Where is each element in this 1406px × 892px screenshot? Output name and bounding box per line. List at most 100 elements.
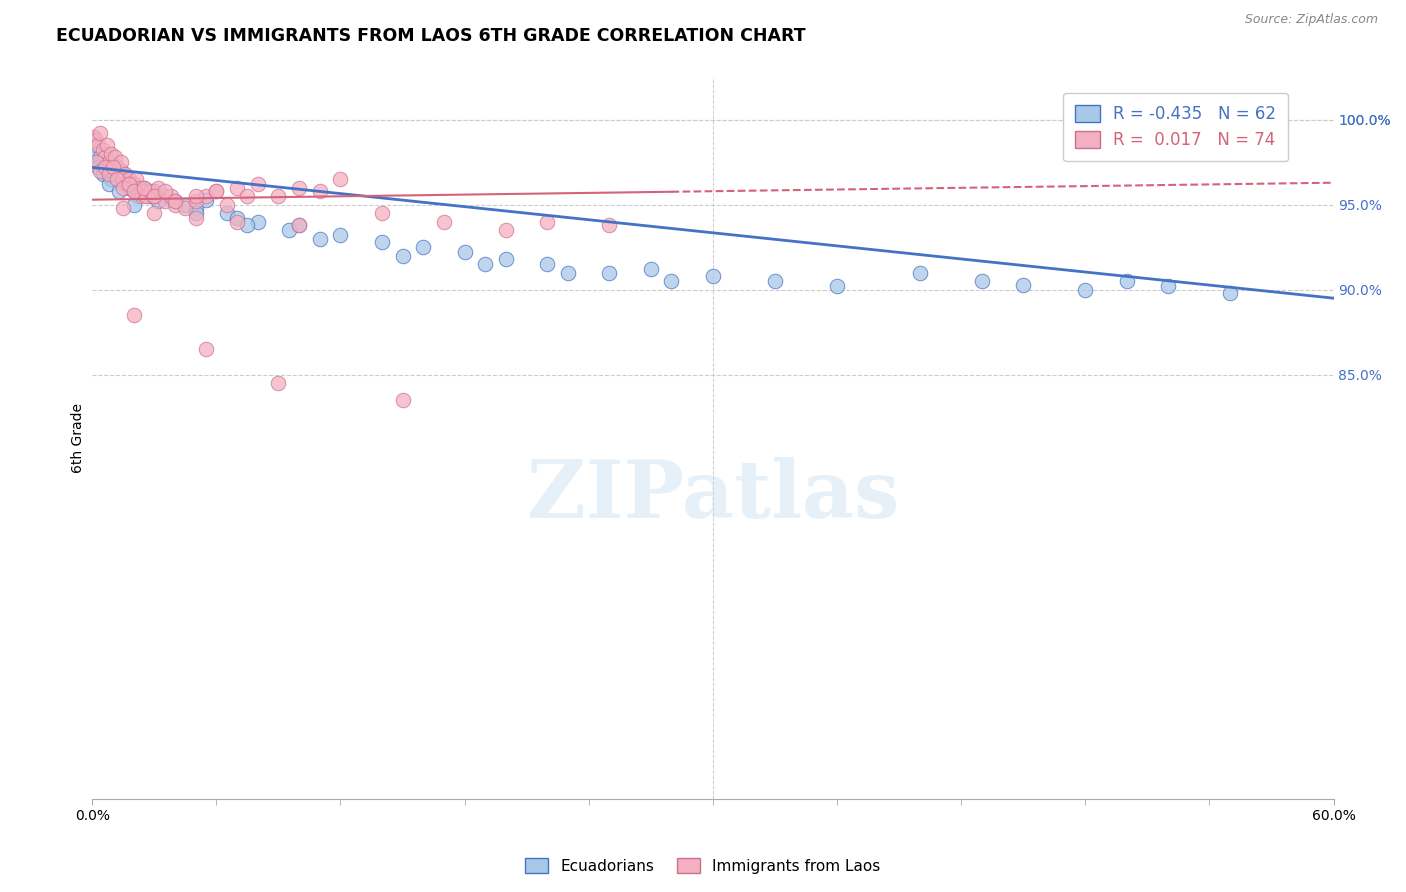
Point bbox=[277, 223, 299, 237]
Point bbox=[132, 184, 155, 198]
Point bbox=[132, 181, 155, 195]
Point bbox=[83, 138, 105, 153]
Point bbox=[93, 146, 115, 161]
Point bbox=[87, 155, 110, 169]
Point bbox=[174, 198, 197, 212]
Point bbox=[474, 257, 496, 271]
Point bbox=[122, 178, 145, 192]
Point bbox=[97, 167, 120, 181]
Point bbox=[131, 189, 153, 203]
Point bbox=[97, 155, 120, 169]
Point bbox=[236, 218, 259, 232]
Point bbox=[93, 150, 115, 164]
Point bbox=[194, 193, 217, 207]
Point bbox=[908, 266, 931, 280]
Point bbox=[143, 184, 166, 198]
Point bbox=[135, 189, 157, 203]
Point bbox=[128, 181, 150, 195]
Point bbox=[148, 181, 170, 195]
Point bbox=[226, 215, 249, 229]
Point bbox=[598, 218, 620, 232]
Point bbox=[329, 228, 352, 243]
Point bbox=[163, 198, 186, 212]
Point bbox=[226, 181, 249, 195]
Point bbox=[226, 211, 249, 226]
Point bbox=[246, 215, 269, 229]
Point bbox=[236, 189, 259, 203]
Point bbox=[96, 138, 118, 153]
Point bbox=[640, 262, 662, 277]
Point bbox=[288, 218, 311, 232]
Point bbox=[184, 201, 207, 215]
Point bbox=[89, 150, 111, 164]
Point bbox=[391, 249, 413, 263]
Point bbox=[184, 189, 207, 203]
Point bbox=[112, 172, 135, 186]
Point bbox=[91, 144, 114, 158]
Text: ECUADORIAN VS IMMIGRANTS FROM LAOS 6TH GRADE CORRELATION CHART: ECUADORIAN VS IMMIGRANTS FROM LAOS 6TH G… bbox=[56, 27, 806, 45]
Point bbox=[163, 194, 186, 209]
Point bbox=[87, 161, 110, 175]
Point bbox=[86, 155, 108, 169]
Point bbox=[215, 198, 238, 212]
Point bbox=[970, 274, 993, 288]
Point bbox=[101, 164, 124, 178]
Point bbox=[97, 178, 120, 192]
Point bbox=[184, 194, 207, 209]
Point bbox=[495, 223, 517, 237]
Point bbox=[101, 161, 124, 175]
Point bbox=[110, 155, 132, 169]
Point bbox=[122, 184, 145, 198]
Y-axis label: 6th Grade: 6th Grade bbox=[72, 403, 86, 474]
Point bbox=[143, 189, 166, 203]
Point bbox=[124, 172, 146, 186]
Point bbox=[105, 172, 128, 186]
Point bbox=[598, 266, 620, 280]
Point bbox=[163, 194, 186, 209]
Point bbox=[453, 245, 475, 260]
Point bbox=[371, 206, 394, 220]
Point bbox=[391, 392, 413, 407]
Point bbox=[110, 164, 132, 178]
Point bbox=[153, 189, 176, 203]
Point bbox=[557, 266, 579, 280]
Point bbox=[105, 161, 128, 175]
Point bbox=[118, 181, 141, 195]
Point bbox=[86, 146, 108, 161]
Point bbox=[100, 146, 122, 161]
Point bbox=[205, 184, 228, 198]
Point bbox=[97, 155, 120, 169]
Point bbox=[96, 167, 118, 181]
Point bbox=[117, 178, 139, 192]
Point bbox=[174, 201, 197, 215]
Point bbox=[143, 206, 166, 220]
Point bbox=[215, 206, 238, 220]
Point bbox=[159, 189, 181, 203]
Point bbox=[112, 181, 135, 195]
Point bbox=[329, 172, 352, 186]
Point bbox=[825, 279, 848, 293]
Point bbox=[118, 178, 141, 192]
Point bbox=[184, 206, 207, 220]
Point bbox=[143, 189, 166, 203]
Point bbox=[412, 240, 434, 254]
Point bbox=[127, 189, 149, 203]
Point bbox=[536, 257, 558, 271]
Point bbox=[100, 172, 122, 186]
Point bbox=[139, 184, 162, 198]
Point bbox=[114, 178, 136, 192]
Point bbox=[184, 211, 207, 226]
Point bbox=[121, 181, 143, 195]
Point bbox=[288, 218, 311, 232]
Point bbox=[122, 184, 145, 198]
Point bbox=[83, 129, 105, 144]
Point bbox=[86, 133, 108, 147]
Point bbox=[114, 167, 136, 181]
Point bbox=[702, 269, 724, 284]
Point bbox=[1115, 274, 1137, 288]
Point bbox=[153, 194, 176, 209]
Point bbox=[1012, 277, 1035, 292]
Point bbox=[118, 172, 141, 186]
Point bbox=[1074, 283, 1097, 297]
Point bbox=[101, 164, 124, 178]
